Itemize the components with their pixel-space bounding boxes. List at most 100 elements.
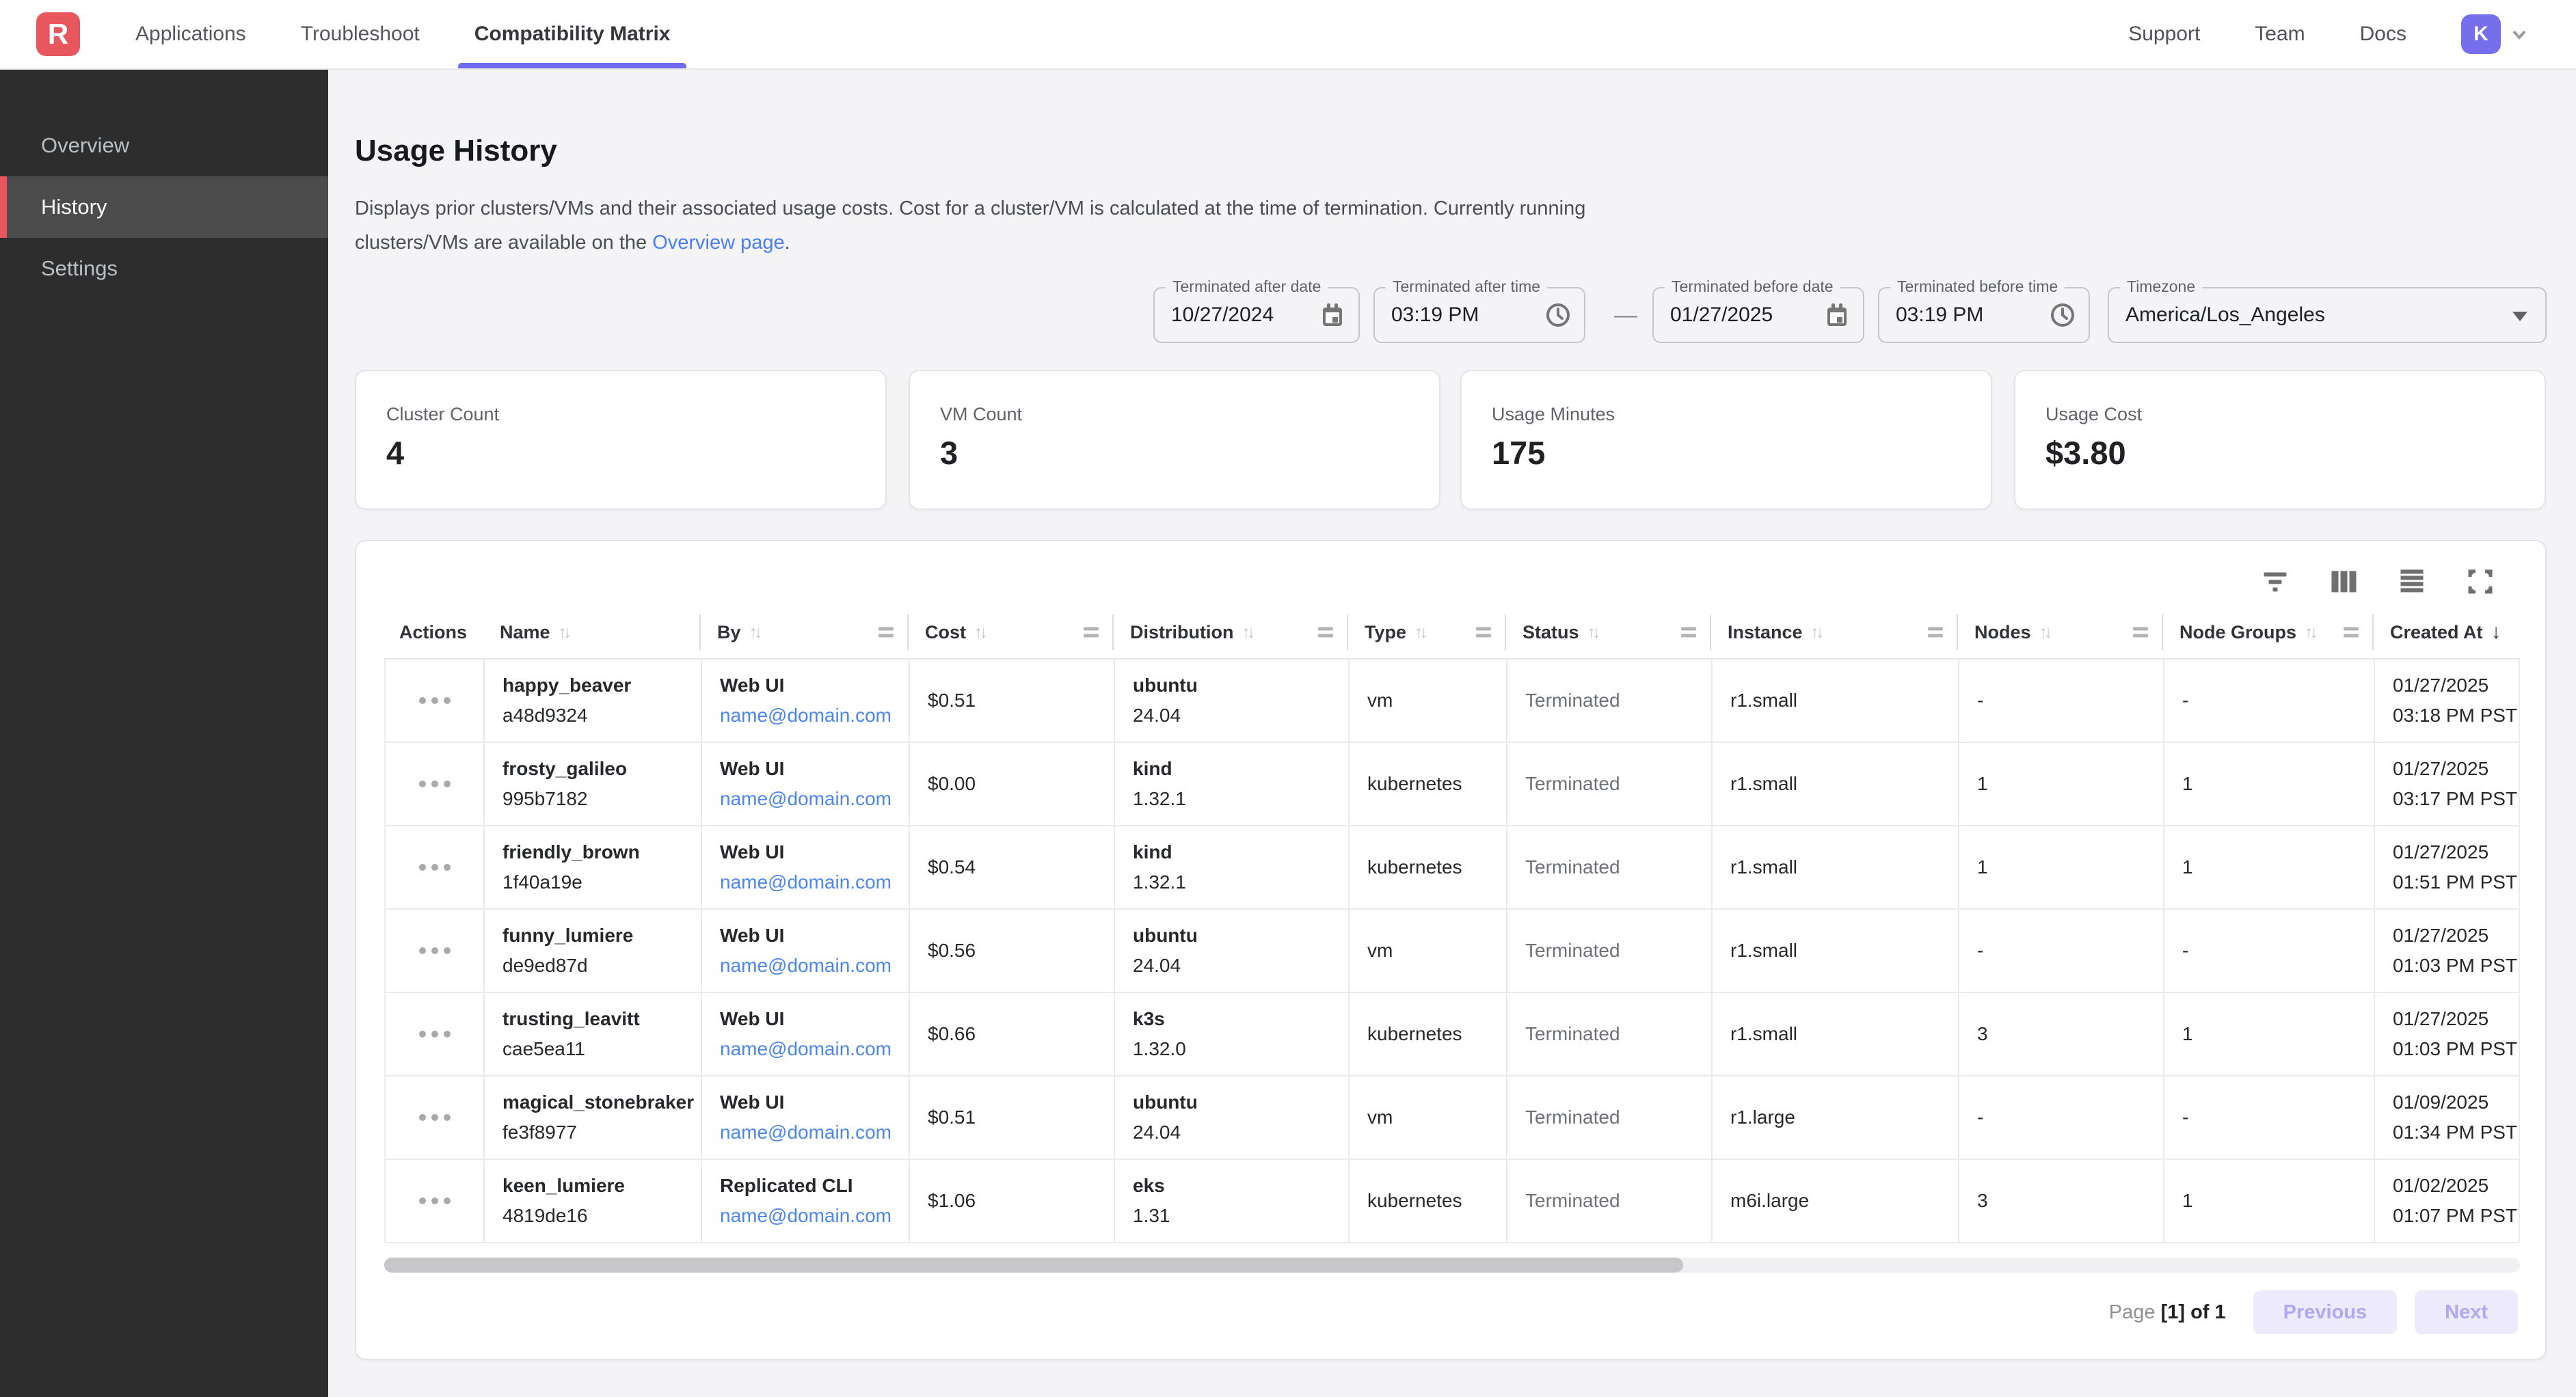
account-menu[interactable]: K xyxy=(2461,14,2528,54)
sidebar-item-overview[interactable]: Overview xyxy=(41,133,130,157)
creator-email-link[interactable]: name@domain.com xyxy=(720,1038,891,1059)
clock-icon[interactable] xyxy=(1544,301,1572,329)
cost-value: $1.06 xyxy=(928,1190,976,1211)
sort-icon[interactable]: ↑↓ xyxy=(1242,622,1255,642)
sort-icon[interactable]: ↑↓ xyxy=(749,622,763,642)
columns-icon[interactable] xyxy=(2328,566,2359,597)
sort-icon[interactable]: ↑↓ xyxy=(558,622,572,642)
sort-icon[interactable]: ↑↓ xyxy=(1414,622,1428,642)
cost-cell: $0.51 xyxy=(909,660,1114,742)
field-value[interactable]: America/Los_Angeles xyxy=(2125,303,2325,326)
created-time: 01:07 PM PST xyxy=(2393,1205,2518,1226)
created-time: 01:03 PM PST xyxy=(2393,1038,2518,1059)
scrollbar-thumb[interactable] xyxy=(384,1258,1683,1273)
terminated-after-time-field[interactable]: Terminated after time 03:19 PM xyxy=(1373,277,1585,343)
filter-icon[interactable] xyxy=(2259,566,2291,597)
timezone-select[interactable]: Timezone America/Los_Angeles xyxy=(2108,277,2547,343)
row-actions-cell xyxy=(386,1076,483,1158)
chevron-down-icon[interactable] xyxy=(2510,25,2528,43)
column-header-status[interactable]: Status ↑↓ xyxy=(1505,606,1710,658)
instance-cell: r1.small xyxy=(1711,993,1958,1075)
field-value[interactable]: 10/27/2024 xyxy=(1171,303,1274,326)
brand-logo[interactable]: R xyxy=(36,12,80,56)
sort-desc-icon[interactable]: ↓ xyxy=(2491,621,2501,643)
calendar-icon[interactable] xyxy=(1319,301,1346,329)
sort-icon[interactable]: ↑↓ xyxy=(974,622,988,642)
field-value[interactable]: 01/27/2025 xyxy=(1670,303,1773,326)
stat-value: 3 xyxy=(940,435,958,471)
sort-icon[interactable]: ↑↓ xyxy=(2305,622,2318,642)
row-actions-menu-icon[interactable] xyxy=(418,864,451,871)
creator-email-link[interactable]: name@domain.com xyxy=(720,788,891,809)
column-header-name[interactable]: Name ↑↓ xyxy=(482,606,699,658)
avatar[interactable]: K xyxy=(2461,14,2501,54)
row-actions-cell xyxy=(386,1160,483,1242)
column-header-instance[interactable]: Instance ↑↓ xyxy=(1710,606,1957,658)
sort-icon[interactable]: ↑↓ xyxy=(1810,622,1825,642)
clock-icon[interactable] xyxy=(2049,301,2076,329)
terminated-before-time-field[interactable]: Terminated before time 03:19 PM xyxy=(1878,277,2090,343)
instance-value: r1.small xyxy=(1730,940,1798,961)
cost-cell: $0.00 xyxy=(909,743,1114,825)
column-menu-icon[interactable] xyxy=(1084,624,1099,641)
column-header-created-at[interactable]: Created At ↓ xyxy=(2372,606,2520,658)
instance-cell: r1.small xyxy=(1711,660,1958,742)
row-actions-menu-icon[interactable] xyxy=(418,1114,451,1121)
creator-email-link[interactable]: name@domain.com xyxy=(720,705,891,726)
column-menu-icon[interactable] xyxy=(2133,624,2148,641)
usage-history-table-card: Actions Name ↑↓ By ↑↓ Cost ↑↓ Distribution ↑… xyxy=(355,540,2547,1360)
sidebar-item-history[interactable]: History xyxy=(0,176,328,238)
dropdown-arrow-icon[interactable] xyxy=(2512,312,2527,321)
column-menu-icon[interactable] xyxy=(1476,624,1491,641)
field-value[interactable]: 03:19 PM xyxy=(1896,303,1984,326)
column-header-by[interactable]: By ↑↓ xyxy=(699,606,907,658)
row-actions-menu-icon[interactable] xyxy=(418,781,451,787)
column-header-type[interactable]: Type ↑↓ xyxy=(1347,606,1505,658)
row-actions-menu-icon[interactable] xyxy=(418,1031,451,1037)
column-header-distribution[interactable]: Distribution ↑↓ xyxy=(1112,606,1347,658)
column-label: Node Groups xyxy=(2179,621,2297,642)
creator-email-link[interactable]: name@domain.com xyxy=(720,1205,891,1226)
tab-applications[interactable]: Applications xyxy=(135,23,246,45)
creator-email-link[interactable]: name@domain.com xyxy=(720,1122,891,1143)
terminated-before-date-field[interactable]: Terminated before date 01/27/2025 xyxy=(1652,277,1864,343)
sidebar-item-settings[interactable]: Settings xyxy=(41,256,118,280)
topbar: R Applications Troubleshoot Compatibilit… xyxy=(0,0,2576,70)
density-icon[interactable] xyxy=(2396,566,2428,597)
next-page-button[interactable]: Next xyxy=(2415,1290,2518,1334)
row-actions-menu-icon[interactable] xyxy=(418,1197,451,1204)
sort-icon[interactable]: ↑↓ xyxy=(1587,622,1601,642)
column-header-nodes[interactable]: Nodes ↑↓ xyxy=(1957,606,2162,658)
column-menu-icon[interactable] xyxy=(2344,624,2359,641)
previous-page-button[interactable]: Previous xyxy=(2253,1290,2398,1334)
tab-troubleshoot[interactable]: Troubleshoot xyxy=(300,23,420,45)
tab-compatibility-matrix[interactable]: Compatibility Matrix xyxy=(454,0,691,68)
table-row: frosty_galileo 995b7182 Web UI name@domain… xyxy=(386,743,2519,826)
stat-label: Usage Cost xyxy=(2045,404,2143,424)
sort-icon[interactable]: ↑↓ xyxy=(2039,622,2053,642)
column-menu-icon[interactable] xyxy=(1928,624,1943,641)
docs-link[interactable]: Docs xyxy=(2359,23,2406,45)
support-link[interactable]: Support xyxy=(2128,23,2201,45)
type-value: vm xyxy=(1367,690,1393,711)
terminated-after-date-field[interactable]: Terminated after date 10/27/2024 xyxy=(1153,277,1360,343)
column-header-node-groups[interactable]: Node Groups ↑↓ xyxy=(2162,606,2372,658)
column-menu-icon[interactable] xyxy=(878,624,894,641)
column-label: Cost xyxy=(925,621,966,642)
instance-cell: r1.small xyxy=(1711,910,1958,992)
calendar-icon[interactable] xyxy=(1823,301,1851,329)
row-actions-menu-icon[interactable] xyxy=(418,947,451,954)
field-value[interactable]: 03:19 PM xyxy=(1391,303,1479,326)
cluster-name: frosty_galileo xyxy=(502,758,628,779)
column-menu-icon[interactable] xyxy=(1681,624,1696,641)
cost-cell: $1.06 xyxy=(909,1160,1114,1242)
creator-email-link[interactable]: name@domain.com xyxy=(720,871,891,893)
column-menu-icon[interactable] xyxy=(1318,624,1333,641)
row-actions-menu-icon[interactable] xyxy=(418,697,451,704)
overview-page-link[interactable]: Overview page xyxy=(652,232,785,254)
nodes-value: - xyxy=(1977,690,1984,711)
team-link[interactable]: Team xyxy=(2255,23,2305,45)
fullscreen-icon[interactable] xyxy=(2465,566,2496,597)
column-header-cost[interactable]: Cost ↑↓ xyxy=(907,606,1112,658)
creator-email-link[interactable]: name@domain.com xyxy=(720,955,891,976)
